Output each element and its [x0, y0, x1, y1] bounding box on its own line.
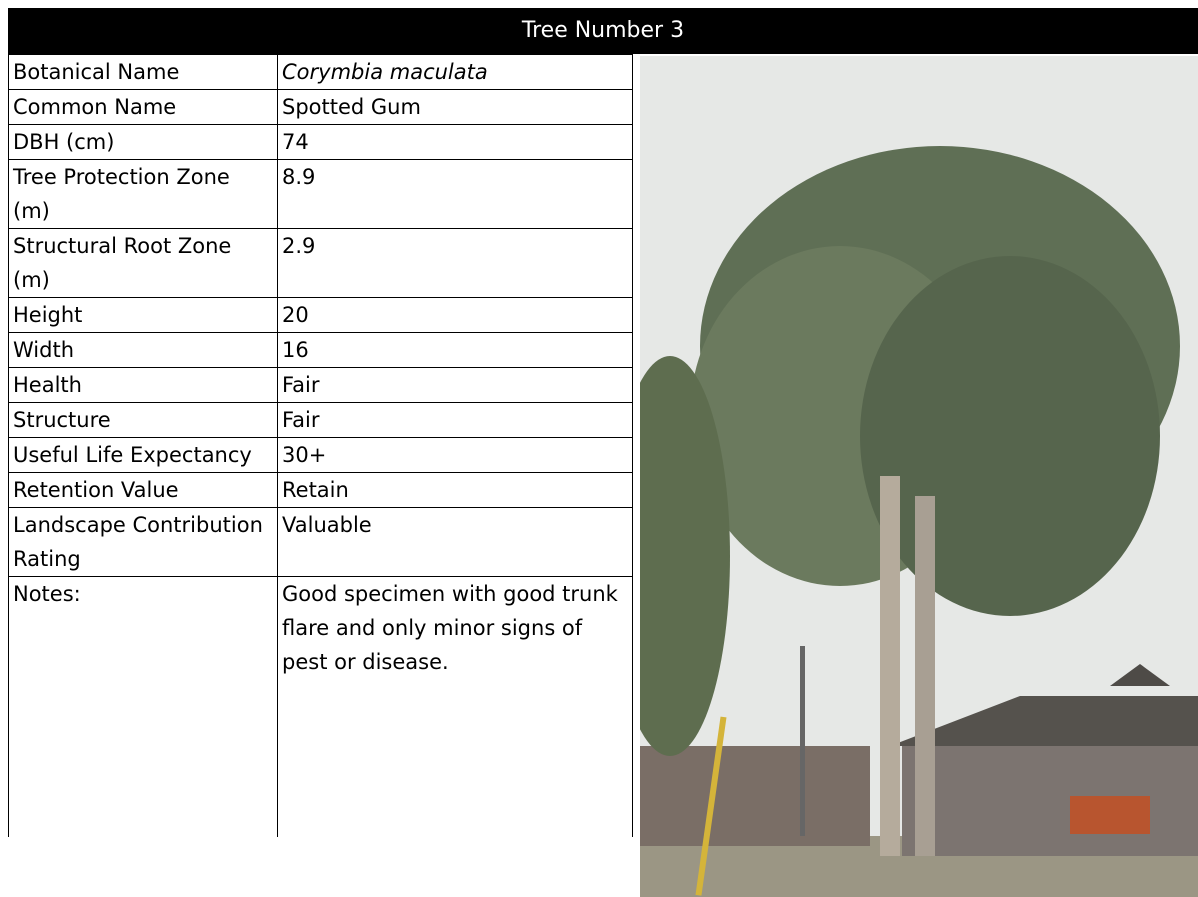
- table-row: DBH (cm)74: [9, 125, 633, 160]
- table-row: Tree Protection Zone (m)8.9: [9, 160, 633, 229]
- field-label: Structure: [9, 403, 278, 438]
- field-label: Landscape Contribution Rating: [9, 508, 278, 577]
- field-value: Retain: [278, 473, 633, 508]
- tree-photo: [640, 56, 1198, 897]
- field-label: DBH (cm): [9, 125, 278, 160]
- field-value: 30+: [278, 438, 633, 473]
- field-value: 16: [278, 333, 633, 368]
- field-value: 2.9: [278, 229, 633, 298]
- header-title: Tree Number 3: [8, 8, 1198, 54]
- field-value: 20: [278, 298, 633, 333]
- field-value: 74: [278, 125, 633, 160]
- field-value: Fair: [278, 368, 633, 403]
- field-label: Retention Value: [9, 473, 278, 508]
- field-label: Height: [9, 298, 278, 333]
- field-label: Structural Root Zone (m): [9, 229, 278, 298]
- table-row: Notes:Good specimen with good trunk flar…: [9, 577, 633, 838]
- field-label: Width: [9, 333, 278, 368]
- field-label: Notes:: [9, 577, 278, 838]
- field-value: Fair: [278, 403, 633, 438]
- field-label: Health: [9, 368, 278, 403]
- field-label: Tree Protection Zone (m): [9, 160, 278, 229]
- field-value: Valuable: [278, 508, 633, 577]
- field-label: Botanical Name: [9, 55, 278, 90]
- field-value: Good specimen with good trunk flare and …: [278, 577, 633, 838]
- field-label: Useful Life Expectancy: [9, 438, 278, 473]
- table-row: Structural Root Zone (m)2.9: [9, 229, 633, 298]
- field-value: 8.9: [278, 160, 633, 229]
- field-label: Common Name: [9, 90, 278, 125]
- field-value: Spotted Gum: [278, 90, 633, 125]
- field-value: Corymbia maculata: [278, 55, 633, 90]
- page: Tree Number 3 Botanical NameCorymbia mac…: [0, 0, 1198, 897]
